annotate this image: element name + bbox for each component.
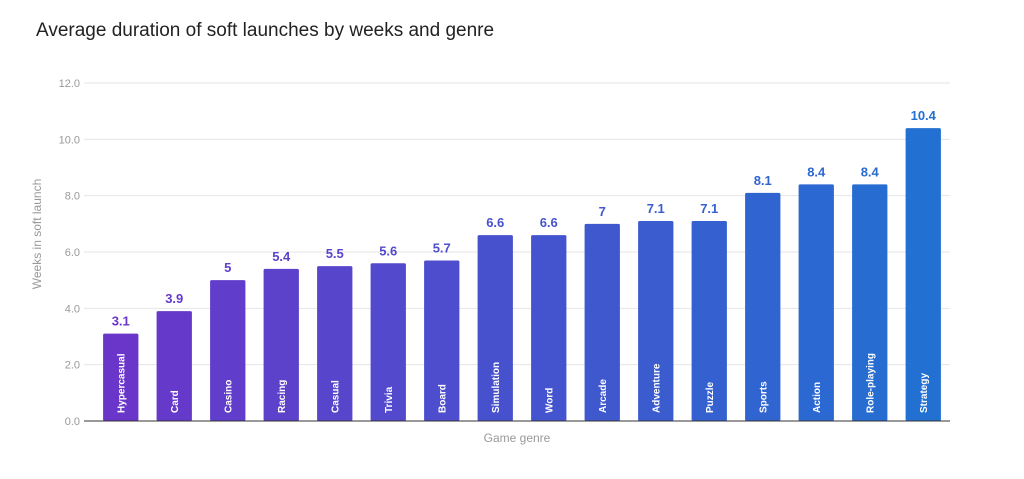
x-category-label: Action [812,382,823,413]
x-category-label: Word [544,388,555,413]
x-category-label: Board [437,384,448,413]
chart-title: Average duration of soft launches by wee… [36,20,495,41]
y-tick-label: 10.0 [59,134,80,146]
y-axis-title: Weeks in soft launch [30,179,44,290]
x-category-label: Sports [758,381,769,413]
bar-value-label: 8.1 [754,173,772,188]
bar-value-label: 5.5 [326,246,344,261]
y-tick-label: 8.0 [65,191,80,203]
y-tick-label: 4.0 [65,303,80,315]
bar [745,192,781,421]
x-category-label: Card [170,390,181,413]
x-category-label: Role-playing [865,353,876,413]
bar [691,221,727,421]
bar-value-label: 6.6 [540,215,558,230]
x-category-label: Trivia [384,386,395,413]
bar-value-label: 7.1 [700,201,718,216]
x-category-label: Racing [277,380,288,413]
bar-value-label: 5.7 [433,240,451,255]
x-category-label: Puzzle [705,381,716,413]
y-tick-label: 0.0 [65,416,80,428]
bar [477,235,513,421]
y-tick-label: 12.0 [59,78,80,90]
bar [156,311,192,421]
bar [103,333,139,421]
bar [263,268,299,421]
bar [905,128,941,422]
bar [798,184,834,421]
bar-value-label: 5.6 [379,243,397,258]
x-category-label: Arcade [598,379,609,413]
x-category-label: Strategy [919,373,930,413]
x-category-label: Adventure [651,363,662,413]
bar [584,223,620,421]
bar-value-label: 5.4 [272,249,291,264]
x-category-label: Casino [223,380,234,413]
x-category-label: Hypercasual [116,353,127,413]
bar-value-label: 7 [599,204,606,219]
bar-value-label: 5 [224,260,231,275]
bar [210,280,246,421]
bar-value-label: 3.1 [112,314,130,329]
y-tick-label: 6.0 [65,247,80,259]
bar [317,266,353,421]
bar-value-label: 3.9 [165,291,183,306]
y-tick-label: 2.0 [65,360,80,372]
bar-value-label: 6.6 [486,215,504,230]
bar [852,184,888,421]
x-axis-title: Game genre [484,431,551,445]
bar [424,260,460,421]
bar-value-label: 8.4 [861,164,880,179]
bar [370,263,406,421]
bar-value-label: 7.1 [647,201,665,216]
bar-value-label: 8.4 [807,164,826,179]
bar-value-label: 10.4 [911,108,937,123]
x-category-label: Casual [330,380,341,413]
bar [531,235,567,421]
x-category-label: Simulation [491,362,502,413]
bar [638,221,674,421]
